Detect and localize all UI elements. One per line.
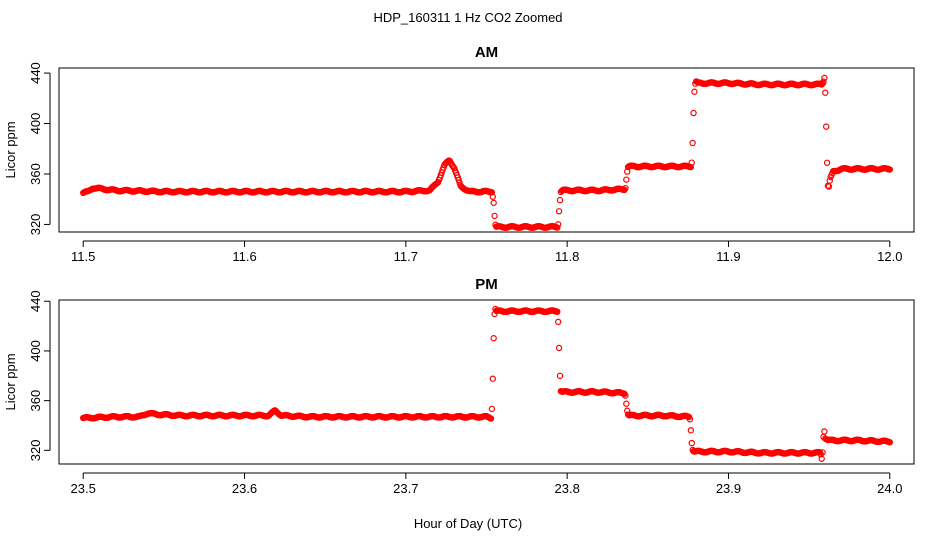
y-tick-label: 440 xyxy=(28,290,43,312)
chart-title: HDP_160311 1 Hz CO2 Zoomed xyxy=(373,10,562,25)
y-tick-label: 320 xyxy=(28,214,43,236)
data-point xyxy=(886,166,894,173)
data-point xyxy=(688,439,695,447)
x-tick-label: 12.0 xyxy=(877,249,902,264)
data-point xyxy=(489,193,496,200)
data-point xyxy=(489,375,496,382)
y-tick-label: 320 xyxy=(28,439,43,461)
x-tick-label: 23.9 xyxy=(716,481,741,496)
y-tick-label: 400 xyxy=(28,340,43,362)
y-axis-label: Licor ppm xyxy=(3,353,18,410)
x-tick-label: 24.0 xyxy=(877,481,902,496)
panel-title: PM xyxy=(475,276,498,293)
y-tick-label: 400 xyxy=(28,113,43,135)
data-point xyxy=(686,416,694,423)
data-point xyxy=(822,123,830,130)
data-point xyxy=(819,449,826,456)
data-point xyxy=(554,308,561,315)
data-point xyxy=(556,196,564,204)
data-point xyxy=(555,344,563,352)
series-0 xyxy=(79,305,894,462)
data-point xyxy=(555,208,563,215)
data-point xyxy=(826,177,833,184)
panel-am: AM 11.5 11.6 11.7 11.8 11.9 12.0 320 360 400 440 Li… xyxy=(3,44,915,264)
data-point xyxy=(687,427,695,434)
x-tick-label: 11.7 xyxy=(394,249,418,264)
x-tick-label: 23.5 xyxy=(71,481,96,496)
data-point xyxy=(821,74,828,82)
data-point xyxy=(490,199,497,207)
y-tick-label: 360 xyxy=(28,390,43,412)
data-point xyxy=(554,224,561,231)
x-tick-label: 11.8 xyxy=(555,249,579,264)
x-axis-label: Hour of Day (UTC) xyxy=(414,516,522,531)
data-point xyxy=(822,89,829,96)
y-tick-label: 440 xyxy=(28,62,43,84)
plot-frame xyxy=(58,299,915,465)
data-point xyxy=(817,451,824,458)
data-point xyxy=(487,415,495,422)
data-point xyxy=(886,439,894,446)
data-point xyxy=(687,163,695,171)
data-point xyxy=(488,405,496,413)
data-point xyxy=(825,183,833,190)
x-tick-label: 23.6 xyxy=(232,481,257,496)
data-point xyxy=(556,372,564,380)
series-0 xyxy=(79,74,894,231)
data-point xyxy=(623,176,630,183)
data-point xyxy=(688,159,695,166)
panel-title: AM xyxy=(475,44,498,61)
data-point xyxy=(689,139,696,147)
data-point xyxy=(820,78,827,85)
data-point xyxy=(818,455,825,462)
panel-pm: PM 23.5 23.6 23.7 23.8 23.9 24.0 320 360 400 440 Li… xyxy=(3,276,915,496)
data-point xyxy=(821,428,828,435)
data-point xyxy=(823,159,831,166)
data-point xyxy=(555,318,562,326)
plot-frame xyxy=(58,67,915,233)
data-point xyxy=(690,109,697,117)
x-tick-label: 23.8 xyxy=(555,481,580,496)
data-point xyxy=(450,163,457,171)
x-tick-label: 23.7 xyxy=(393,481,418,496)
data-point xyxy=(691,88,698,95)
data-point xyxy=(488,189,496,196)
y-axis-label: Licor ppm xyxy=(3,121,18,178)
y-tick-label: 360 xyxy=(28,163,43,185)
data-point xyxy=(490,335,497,342)
x-tick-label: 11.5 xyxy=(71,249,95,264)
data-point xyxy=(622,392,629,399)
data-point xyxy=(555,221,562,228)
x-tick-label: 11.6 xyxy=(232,249,256,264)
data-point xyxy=(622,184,629,192)
data-point xyxy=(623,400,630,407)
data-point xyxy=(491,212,498,220)
x-tick-label: 11.9 xyxy=(716,249,740,264)
